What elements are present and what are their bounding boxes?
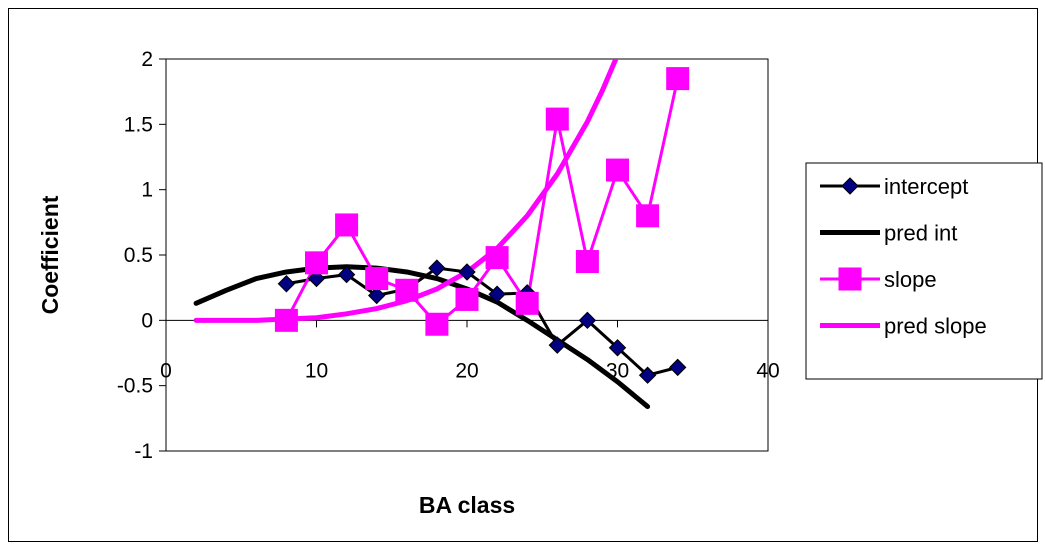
intercept-point (488, 285, 506, 303)
slope-point (666, 67, 690, 91)
legend-marker-square (838, 267, 862, 291)
legend-label: slope (884, 267, 937, 292)
x-tick-label: 40 (756, 359, 779, 382)
intercept-point (337, 265, 356, 284)
y-tick-label: -1 (134, 440, 153, 463)
x-axis-title: BA class (419, 492, 515, 518)
legend-marker-diamond (841, 177, 859, 195)
slope-point (575, 250, 599, 274)
slope-point (606, 158, 629, 182)
y-tick-label: 0.5 (124, 244, 153, 267)
plot-area (165, 58, 769, 452)
legend-label: pred slope (884, 314, 987, 339)
x-tick-label: 0 (160, 359, 172, 382)
y-tick-label: 1.5 (124, 113, 153, 136)
intercept-point (428, 259, 446, 277)
y-axis-title: Coefficient (37, 195, 63, 314)
intercept-point (668, 358, 687, 377)
slope-point (365, 267, 389, 291)
slope-point (395, 278, 419, 302)
y-tick-label: 0 (141, 309, 153, 332)
intercept-point (307, 269, 326, 288)
x-tick-label: 10 (305, 359, 328, 382)
intercept-point (458, 263, 476, 281)
slope-point (455, 287, 479, 311)
legend-label: intercept (884, 174, 968, 199)
intercept-point (638, 366, 657, 384)
intercept-point (608, 339, 627, 357)
slope-point (636, 204, 660, 228)
legend: intercept pred int slope pred slope (805, 162, 1043, 380)
slope-point (305, 251, 328, 275)
intercept-point (277, 275, 296, 293)
slope-point (425, 312, 449, 336)
pred-int-series-line (193, 264, 651, 410)
slope-point (485, 246, 509, 270)
intercept-point (367, 286, 386, 305)
y-tick-label: -0.5 (117, 375, 153, 398)
legend-label: pred int (884, 221, 957, 246)
slope-point (515, 291, 539, 315)
slope-point (335, 213, 359, 237)
slope-point (274, 308, 298, 332)
y-tick-label: 1 (141, 179, 153, 202)
intercept-point (548, 336, 567, 354)
y-tick-label: 2 (141, 48, 153, 71)
slope-point (545, 107, 569, 131)
intercept-point (578, 311, 597, 330)
x-tick-label: 20 (455, 359, 478, 382)
